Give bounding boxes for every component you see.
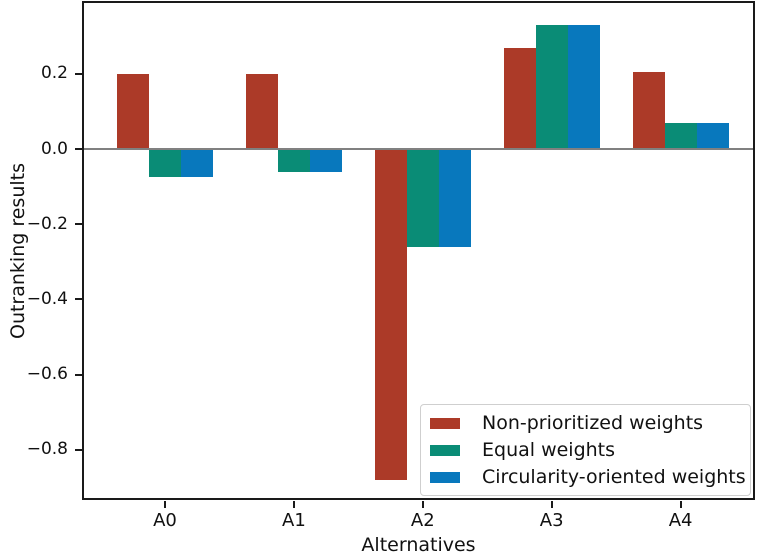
bar-circularity-oriented-weights-a0 [181,149,213,178]
bar-non-prioritized-weights-a0 [117,73,149,149]
bar-equal-weights-a0 [149,149,181,178]
y-tick-mark-3 [75,298,82,301]
legend-row-non-prioritized-weights: Non-prioritized weights [430,413,740,433]
y-tick-label-5: −0.8 [26,439,68,460]
legend-row-equal-weights: Equal weights [430,440,740,460]
legend-label: Non-prioritized weights [482,412,704,434]
legend-label: Equal weights [482,439,616,461]
legend: Non-prioritized weights Equal weights Circ… [420,404,751,496]
y-tick-mark-0 [75,72,82,75]
legend-label: Circularity-oriented weights [482,466,746,488]
bar-circularity-oriented-weights-a3 [567,24,600,149]
x-tick-label-a4: A4 [668,510,693,531]
bar-non-prioritized-weights-a3 [503,47,536,149]
y-tick-mark-4 [75,373,82,376]
y-axis-title: Outranking results [7,162,29,340]
legend-row-circularity-oriented-weights: Circularity-oriented weights [430,467,746,487]
y-tick-label-0: 0.2 [40,63,68,84]
x-tick-mark-a2 [421,501,424,508]
x-tick-label-a0: A0 [153,510,177,531]
bar-equal-weights-a1 [277,149,310,172]
plot-area: Non-prioritized weights Equal weights Circ… [82,1,755,500]
y-tick-mark-2 [75,223,82,226]
bar-equal-weights-a2 [406,149,439,247]
bar-non-prioritized-weights-a1 [245,73,278,149]
zero-line [84,148,753,150]
y-tick-label-3: −0.4 [26,288,68,309]
x-tick-label-a3: A3 [539,510,564,531]
y-tick-label-2: −0.2 [26,213,68,234]
legend-swatch-icon [430,417,460,429]
x-axis-title: Alternatives [361,534,476,556]
bar-equal-weights-a4 [664,122,697,149]
bar-non-prioritized-weights-a4 [632,71,665,149]
x-tick-mark-a0 [164,501,166,508]
bar-circularity-oriented-weights-a4 [696,122,729,149]
legend-swatch-icon [430,444,460,456]
y-tick-label-4: −0.6 [26,364,68,385]
bar-non-prioritized-weights-a2 [374,149,407,480]
x-tick-mark-a1 [292,501,295,508]
x-tick-label-a2: A2 [410,510,435,531]
x-tick-mark-a3 [550,501,553,508]
legend-swatch-icon [430,471,460,483]
y-tick-label-1: 0.0 [40,138,68,159]
bar-equal-weights-a3 [535,24,568,149]
x-tick-label-a1: A1 [282,510,306,531]
y-tick-mark-1 [75,148,82,150]
bar-circularity-oriented-weights-a1 [309,149,342,172]
y-tick-mark-5 [75,448,82,451]
x-tick-mark-a4 [679,501,682,508]
bar-circularity-oriented-weights-a2 [438,149,471,247]
